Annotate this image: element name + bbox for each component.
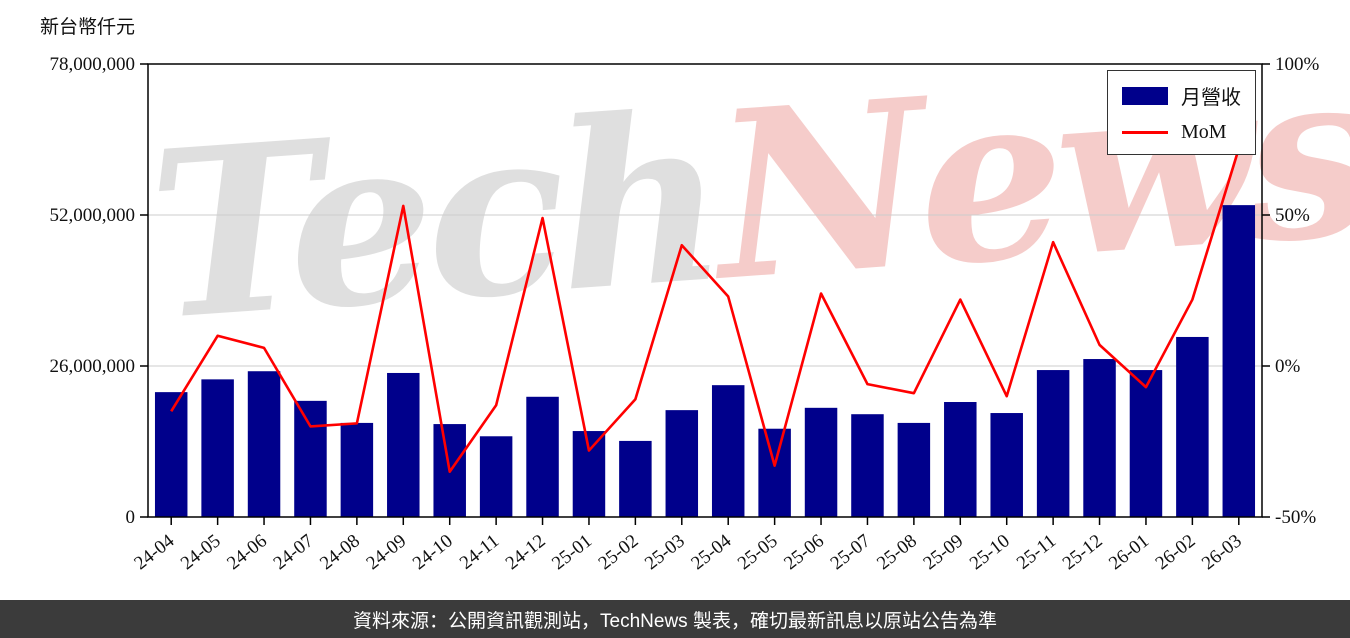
revenue-bar [711, 385, 745, 517]
x-tick-label: 25-08 [873, 530, 921, 574]
legend-revenue-label: 月營收 [1181, 87, 1241, 109]
x-tick-label: 24-04 [130, 530, 178, 574]
x-tick-label: 25-09 [920, 530, 968, 574]
revenue-bar [1176, 336, 1209, 517]
revenue-bar [1083, 359, 1116, 517]
revenue-bar [897, 422, 931, 517]
revenue-bar [387, 372, 420, 517]
y-left-tick-label: 52,000,000 [50, 205, 136, 226]
x-tick-label: 25-06 [780, 530, 828, 574]
x-tick-label: 26-02 [1152, 530, 1200, 574]
revenue-bar [1036, 370, 1070, 517]
x-tick-label: 25-01 [548, 530, 596, 574]
y-left-tick-label: 0 [126, 507, 136, 528]
chart-plot-area: 0 26,000,000 52,000,000 78,000,000 -50% 0% 50%… [50, 54, 1320, 574]
x-tick-label: 25-12 [1059, 530, 1107, 574]
x-tick-label: 25-02 [595, 530, 643, 574]
revenue-bar [665, 410, 699, 517]
x-tick-label: 25-11 [1013, 530, 1060, 573]
revenue-bar [758, 428, 791, 517]
revenue-bar [851, 414, 884, 517]
y-left-tick-label: 78,000,000 [50, 54, 136, 75]
legend-mom-label: MoM [1181, 121, 1227, 143]
revenue-bar [201, 379, 234, 517]
revenue-bar [804, 407, 838, 517]
x-tick-label: 25-07 [827, 530, 875, 574]
revenue-bar [990, 413, 1023, 517]
x-tick-label: 24-09 [363, 530, 411, 574]
y-axis-title: 新台幣仟元 [40, 17, 136, 38]
x-tick-label: 25-05 [734, 530, 782, 574]
mom-line [170, 148, 1241, 474]
plot-border [147, 63, 1263, 518]
x-tick-label: 24-08 [316, 530, 364, 574]
y-left-tick-label: 26,000,000 [50, 356, 136, 377]
x-tick-label: 25-03 [641, 530, 689, 574]
legend-item-revenue: 月營收 [1122, 81, 1241, 110]
x-tick-label: 24-07 [270, 530, 318, 574]
revenue-bar [154, 392, 188, 517]
x-tick-label: 26-03 [1198, 530, 1246, 574]
source-footer: 資料來源：公開資訊觀測站，TechNews 製表，確切最新訊息以原站公告為準 [0, 600, 1350, 638]
revenue-bar [294, 400, 327, 517]
x-tick-label: 24-12 [502, 530, 550, 574]
revenue-bar [479, 436, 513, 517]
revenue-bar [619, 440, 652, 517]
x-tick-label: 25-10 [966, 530, 1014, 574]
revenue-bar [944, 402, 977, 517]
revenue-bar [1222, 205, 1256, 517]
revenue-bar [526, 396, 559, 517]
revenue-bar [340, 422, 374, 517]
chart-legend: 月營收 MoM [1107, 70, 1256, 155]
source-footer-text: 資料來源：公開資訊觀測站，TechNews 製表，確切最新訊息以原站公告為準 [353, 610, 997, 632]
x-tick-label: 25-04 [687, 530, 735, 574]
y-right-tick-label: 0% [1275, 356, 1301, 377]
revenue-bar [247, 371, 281, 517]
y-right-tick-label: 100% [1275, 54, 1320, 75]
x-tick-label: 24-05 [177, 530, 225, 574]
x-tick-label: 24-06 [223, 530, 271, 574]
y-right-tick-label: 50% [1275, 205, 1310, 226]
x-tick-label: 26-01 [1105, 530, 1153, 574]
x-tick-label: 24-10 [409, 530, 457, 574]
mom-line-swatch-icon [1122, 131, 1168, 134]
x-tick-label: 24-11 [456, 530, 503, 573]
legend-item-mom: MoM [1122, 121, 1241, 144]
y-right-tick-label: -50% [1275, 507, 1316, 528]
revenue-swatch-icon [1122, 86, 1168, 105]
revenue-bar [1129, 370, 1163, 517]
